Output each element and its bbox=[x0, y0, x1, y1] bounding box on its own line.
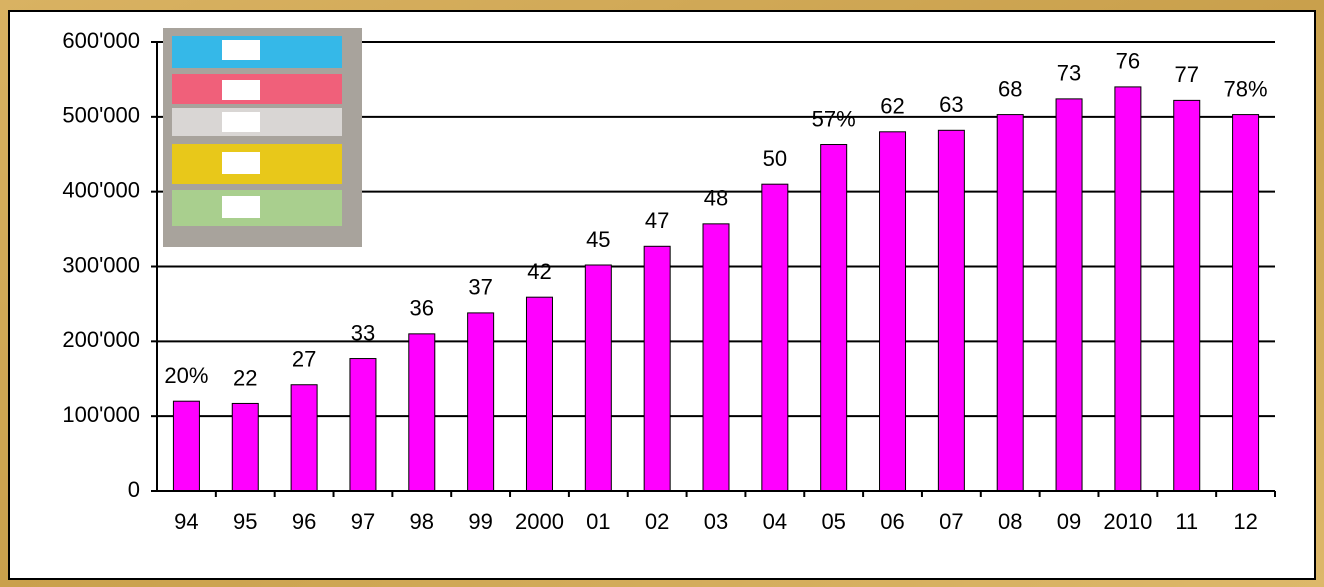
x-tick-label: 07 bbox=[939, 509, 963, 534]
annotation: 50 bbox=[763, 146, 787, 171]
bar bbox=[526, 297, 552, 491]
bar bbox=[1115, 87, 1141, 491]
x-tick-label: 96 bbox=[292, 509, 316, 534]
annotation: 45 bbox=[586, 227, 610, 252]
annotation: 63 bbox=[939, 92, 963, 117]
y-tick-label: 600'000 bbox=[62, 28, 140, 53]
annotation: 62 bbox=[880, 94, 904, 119]
bar bbox=[232, 403, 258, 491]
annotation: 68 bbox=[998, 76, 1022, 101]
x-tick-label: 11 bbox=[1175, 509, 1198, 534]
y-tick-label: 100'000 bbox=[62, 402, 140, 427]
y-tick-label: 0 bbox=[128, 477, 140, 502]
annotation: 33 bbox=[351, 320, 375, 345]
bar bbox=[468, 313, 494, 491]
annotation: 78% bbox=[1224, 76, 1268, 101]
bar bbox=[821, 145, 847, 491]
bar bbox=[1056, 99, 1082, 491]
annotation: 76 bbox=[1116, 49, 1140, 74]
annotation: 22 bbox=[233, 365, 257, 390]
bar bbox=[880, 132, 906, 491]
y-tick-label: 400'000 bbox=[62, 177, 140, 202]
y-tick-label: 300'000 bbox=[62, 252, 140, 277]
page: 0 100'000 200'000 300'000 400'000 500'000 600'… bbox=[0, 0, 1324, 587]
x-tick-label: 06 bbox=[880, 509, 904, 534]
photo-inset bbox=[163, 28, 362, 247]
x-tick-label: 99 bbox=[468, 509, 492, 534]
x-tick-label: 08 bbox=[998, 509, 1022, 534]
x-tick-label: 09 bbox=[1057, 509, 1081, 534]
annotation: 47 bbox=[645, 208, 669, 233]
annotation: 20% bbox=[164, 363, 208, 388]
annotation: 48 bbox=[704, 186, 728, 211]
annotation: 37 bbox=[468, 275, 492, 300]
x-tick-label: 94 bbox=[174, 509, 198, 534]
bar bbox=[703, 224, 729, 491]
bar bbox=[997, 115, 1023, 491]
x-tick-label: 02 bbox=[645, 509, 669, 534]
x-tick-label: 95 bbox=[233, 509, 257, 534]
x-tick-label: 04 bbox=[763, 509, 787, 534]
chart: 0 100'000 200'000 300'000 400'000 500'000 600'… bbox=[0, 0, 1324, 587]
x-tick-label: 05 bbox=[821, 509, 845, 534]
bar bbox=[644, 246, 670, 491]
annotation: 27 bbox=[292, 347, 316, 372]
bar bbox=[585, 265, 611, 491]
x-tick-label: 98 bbox=[410, 509, 434, 534]
bar bbox=[409, 334, 435, 491]
x-tick-label: 01 bbox=[586, 509, 610, 534]
y-tick-label: 200'000 bbox=[62, 327, 140, 352]
annotation: 73 bbox=[1057, 61, 1081, 86]
bar bbox=[291, 385, 317, 491]
bar bbox=[173, 401, 199, 491]
y-tick-label: 500'000 bbox=[62, 103, 140, 128]
annotation: 77 bbox=[1174, 62, 1198, 87]
bar bbox=[350, 359, 376, 491]
x-tick-label: 2010 bbox=[1103, 509, 1152, 534]
bar bbox=[762, 184, 788, 491]
x-tick-label: 2000 bbox=[515, 509, 564, 534]
bar bbox=[1174, 100, 1200, 491]
x-tick-label: 12 bbox=[1233, 509, 1257, 534]
bar bbox=[1233, 115, 1259, 491]
annotation: 57% bbox=[812, 106, 856, 131]
annotation: 36 bbox=[410, 296, 434, 321]
bar bbox=[938, 130, 964, 491]
annotation: 42 bbox=[527, 259, 551, 284]
x-tick-label: 97 bbox=[351, 509, 375, 534]
x-tick-label: 03 bbox=[704, 509, 728, 534]
